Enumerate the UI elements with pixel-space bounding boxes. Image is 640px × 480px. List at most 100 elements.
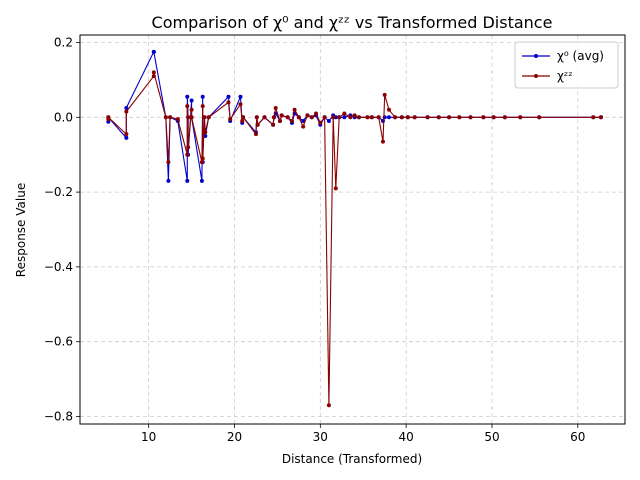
axes-frame: [79, 34, 626, 425]
series-point-1: [342, 111, 347, 116]
x-axis-label: Distance (Transformed): [282, 452, 422, 466]
series-point-1: [124, 132, 129, 137]
legend-marker-chi0: [534, 54, 538, 58]
series-point-1: [277, 119, 282, 124]
series-point-1: [412, 115, 417, 120]
series-point-1: [365, 115, 370, 120]
series-point-1: [296, 115, 301, 120]
series-point-1: [405, 115, 410, 120]
series-point-1: [206, 115, 211, 120]
series-point-1: [447, 115, 452, 120]
series-point-0: [189, 98, 194, 103]
series-point-1: [468, 115, 473, 120]
series-point-1: [502, 115, 507, 120]
series-point-1: [369, 115, 374, 120]
series-point-1: [591, 115, 596, 120]
series-point-1: [318, 120, 323, 125]
series-point-1: [163, 115, 168, 120]
series-point-0: [342, 115, 347, 120]
series-point-1: [457, 115, 462, 120]
legend-marker-chizz: [534, 74, 538, 78]
series-point-1: [425, 115, 430, 120]
series-point-0: [185, 94, 190, 99]
x-tick-label: 40: [399, 430, 414, 444]
series-point-1: [262, 115, 267, 120]
chart-title: Comparison of χ⁰ and χᶻᶻ vs Transformed …: [152, 13, 553, 32]
series-point-1: [271, 122, 276, 127]
series-point-0: [151, 49, 156, 54]
series-point-1: [238, 102, 243, 107]
x-tick-label: 10: [141, 430, 156, 444]
series-point-1: [240, 119, 245, 124]
x-tick-label: 20: [227, 430, 242, 444]
series-point-1: [166, 160, 171, 165]
series-point-0: [166, 178, 171, 183]
series-point-1: [151, 74, 156, 79]
series-point-1: [175, 117, 180, 122]
y-tick-label: −0.2: [44, 185, 73, 199]
series-point-1: [292, 107, 297, 112]
series-point-1: [168, 115, 173, 120]
series-point-0: [185, 178, 190, 183]
x-axis: 10 20 30 40 50 60: [141, 424, 585, 444]
legend-label-chizz: χᶻᶻ: [557, 69, 573, 83]
series-point-1: [189, 115, 194, 120]
series-point-1: [226, 100, 231, 105]
series-point-0: [226, 94, 231, 99]
series-point-1: [337, 115, 342, 120]
series-point-1: [491, 115, 496, 120]
x-tick-label: 60: [570, 430, 585, 444]
series-point-0: [238, 94, 243, 99]
series-point-1: [518, 115, 523, 120]
series-point-1: [376, 115, 381, 120]
series-point-1: [202, 115, 207, 120]
series-point-1: [436, 115, 441, 120]
series-point-1: [253, 132, 258, 137]
y-tick-label: −0.8: [44, 410, 73, 424]
series-point-0: [199, 178, 204, 183]
y-tick-label: 0.2: [54, 35, 73, 49]
series-point-1: [185, 152, 190, 157]
series-point-1: [254, 115, 259, 120]
series-point-1: [352, 113, 357, 118]
series-line-1: [107, 72, 601, 406]
series-point-1: [301, 124, 306, 129]
series-point-1: [598, 115, 603, 120]
series-point-1: [322, 115, 327, 120]
series-point-1: [314, 111, 319, 116]
series-point-1: [189, 107, 194, 112]
series-point-1: [289, 119, 294, 124]
series-point-1: [200, 104, 205, 109]
series-point-1: [481, 115, 486, 120]
series-point-1: [106, 115, 111, 120]
series-point-1: [241, 115, 246, 120]
series-point-1: [399, 115, 404, 120]
series-point-1: [151, 70, 156, 75]
series-point-1: [124, 109, 129, 114]
series-point-0: [124, 135, 129, 140]
series-point-1: [279, 113, 284, 118]
y-tick-label: 0.0: [54, 110, 73, 124]
y-tick-label: −0.6: [44, 335, 73, 349]
series-point-0: [124, 105, 129, 110]
y-axis: −0.8 −0.6 −0.4 −0.2 0.0 0.2: [44, 35, 80, 424]
series-point-0: [326, 119, 331, 124]
legend: χ⁰ (avg) χᶻᶻ: [514, 41, 619, 89]
series-point-1: [200, 156, 205, 161]
series-point-1: [185, 104, 190, 109]
series-point-1: [331, 115, 336, 120]
series-point-0: [203, 133, 208, 138]
series-point-1: [326, 403, 331, 408]
x-tick-label: 30: [313, 430, 328, 444]
legend-label-chi0: χ⁰ (avg): [557, 49, 604, 63]
series-point-1: [356, 115, 361, 120]
series-point-1: [228, 117, 233, 122]
series-point-1: [271, 115, 276, 120]
series-point-1: [186, 145, 191, 150]
series-point-0: [200, 94, 205, 99]
series-point-1: [305, 113, 310, 118]
x-tick-label: 50: [484, 430, 499, 444]
series-point-1: [309, 115, 314, 120]
series-point-1: [186, 115, 191, 120]
